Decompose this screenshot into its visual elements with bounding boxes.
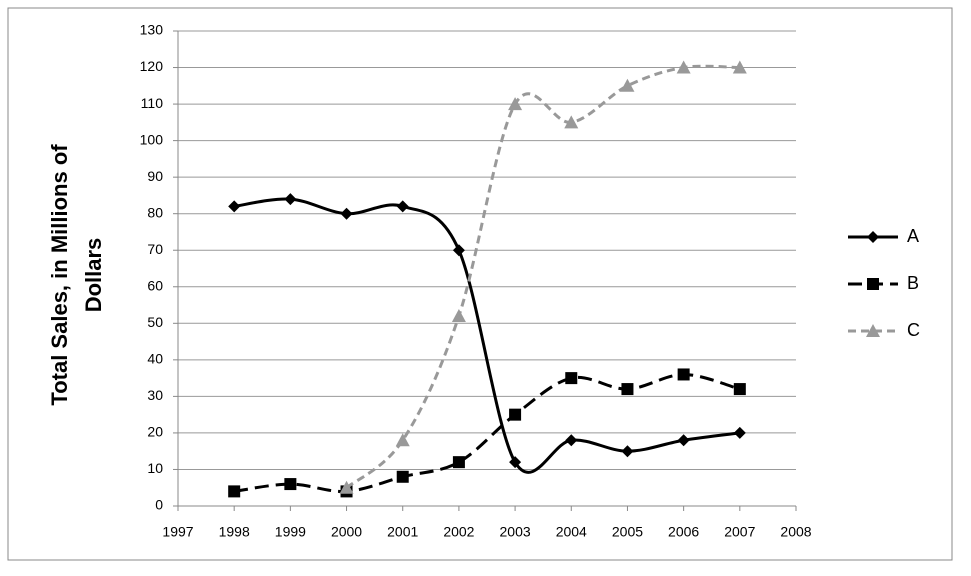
data-point xyxy=(564,115,579,129)
y-tick-label: 60 xyxy=(147,277,163,293)
data-point xyxy=(620,78,635,92)
x-tick-label: 2004 xyxy=(556,524,587,540)
x-tick-label: 2008 xyxy=(780,524,811,540)
data-point xyxy=(452,456,465,469)
data-point xyxy=(228,485,241,498)
legend-label: B xyxy=(907,273,919,293)
data-point xyxy=(395,433,410,447)
x-tick-label: 2000 xyxy=(331,524,362,540)
data-point xyxy=(677,368,690,381)
y-tick-label: 90 xyxy=(147,168,163,184)
data-point xyxy=(339,480,354,494)
x-tick-label: 1997 xyxy=(162,524,193,540)
data-point xyxy=(621,445,634,458)
legend-marker xyxy=(866,324,880,337)
chart-border xyxy=(7,7,953,561)
y-tick-label: 40 xyxy=(147,351,163,367)
data-point xyxy=(509,408,522,421)
legend-label: A xyxy=(907,226,919,246)
y-tick-label: 0 xyxy=(155,497,163,513)
y-tick-label: 130 xyxy=(140,22,164,38)
data-point xyxy=(452,244,465,257)
x-tick-label: 2007 xyxy=(724,524,755,540)
x-tick-label: 1999 xyxy=(275,524,306,540)
y-tick-label: 10 xyxy=(147,460,163,476)
x-tick-label: 2003 xyxy=(500,524,531,540)
x-tick-label: 1998 xyxy=(219,524,250,540)
data-point xyxy=(565,372,578,385)
data-point xyxy=(677,434,690,447)
x-tick-label: 2001 xyxy=(387,524,418,540)
data-point xyxy=(732,60,747,74)
data-point xyxy=(509,456,522,469)
legend-label: C xyxy=(907,320,920,340)
y-tick-label: 30 xyxy=(147,387,163,403)
x-tick-label: 2006 xyxy=(668,524,699,540)
data-point xyxy=(451,309,466,322)
y-tick-label: 100 xyxy=(140,131,164,147)
data-point xyxy=(284,478,297,491)
x-tick-label: 2002 xyxy=(443,524,474,540)
y-tick-label: 20 xyxy=(147,424,163,440)
y-tick-label: 80 xyxy=(147,204,163,220)
data-point xyxy=(396,200,409,213)
x-tick-label: 2005 xyxy=(612,524,643,540)
y-tick-label: 50 xyxy=(147,314,163,330)
data-point xyxy=(284,193,297,206)
data-point xyxy=(621,383,634,396)
y-axis-title-line: Dollars xyxy=(81,238,106,313)
y-tick-label: 110 xyxy=(141,95,164,111)
y-tick-label: 120 xyxy=(140,58,164,74)
data-point xyxy=(396,470,409,483)
y-axis-title-line: Total Sales, in Millions of xyxy=(47,144,72,406)
data-point xyxy=(565,434,578,447)
series-line xyxy=(233,197,741,474)
data-point xyxy=(733,426,746,439)
data-point xyxy=(340,207,353,220)
data-point xyxy=(676,60,691,74)
legend-marker xyxy=(867,278,879,290)
y-axis-title: Total Sales, in Millions of Dollars xyxy=(47,144,106,406)
series-line xyxy=(233,372,741,493)
y-tick-label: 70 xyxy=(147,241,163,257)
data-point xyxy=(508,97,523,111)
legend-marker xyxy=(867,231,879,243)
data-point xyxy=(733,383,746,396)
data-point xyxy=(228,200,241,213)
